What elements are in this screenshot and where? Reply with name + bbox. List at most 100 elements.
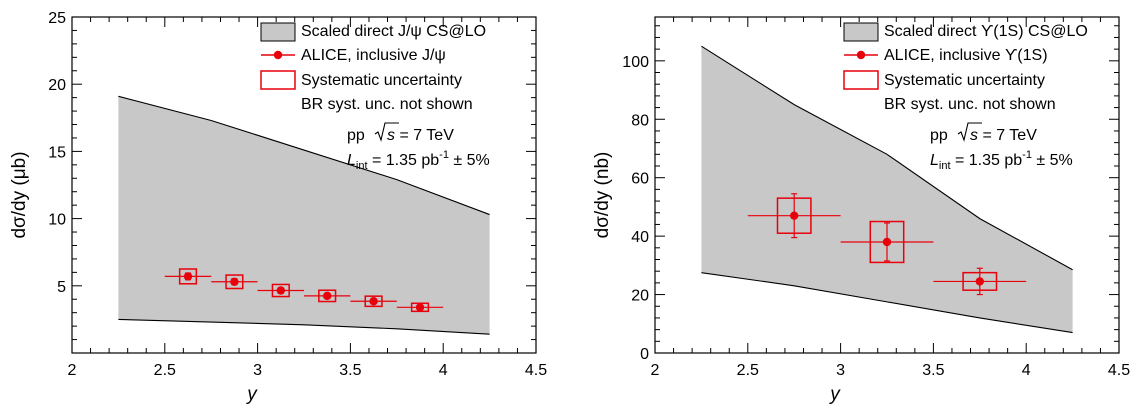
y-tick-label: 40 bbox=[631, 229, 649, 246]
x-axis-label: y bbox=[245, 384, 258, 405]
data-marker bbox=[415, 303, 425, 312]
lumi-exponent: -1 bbox=[1022, 149, 1032, 161]
data-marker bbox=[975, 277, 984, 286]
y-tick-label: 15 bbox=[48, 144, 66, 161]
lumi-suffix: ± 5% bbox=[449, 152, 490, 169]
annotations: pp s = 7 TeV Lint = 1.35 pb-1 ± 5% bbox=[347, 122, 490, 172]
syst-box bbox=[776, 197, 812, 234]
lumi-symbol: L bbox=[347, 152, 356, 169]
y-tick-label: 0 bbox=[640, 346, 649, 363]
data-marker bbox=[230, 277, 239, 286]
y-tick-label: 80 bbox=[631, 112, 649, 129]
syst-box bbox=[225, 274, 244, 290]
theory-band bbox=[118, 96, 490, 335]
x-tick-label: 4.5 bbox=[525, 362, 547, 379]
legend-syst-swatch bbox=[260, 70, 296, 90]
lumi-value: = 1.35 pb bbox=[368, 152, 440, 169]
data-marker bbox=[276, 286, 285, 295]
lumi-exponent: -1 bbox=[439, 149, 449, 161]
energy-s-symbol: s bbox=[970, 127, 978, 144]
legend-note: BR syst. unc. not shown bbox=[301, 96, 473, 113]
band-upper-edge bbox=[118, 95, 490, 216]
syst-box bbox=[178, 268, 198, 285]
x-tick-label: 3.5 bbox=[922, 362, 944, 379]
legend-band-label: Scaled direct ϒ(1S) CS@LO bbox=[884, 23, 1088, 40]
x-tick-label: 2.5 bbox=[154, 362, 176, 379]
energy-prefix: pp bbox=[930, 127, 948, 144]
data-point bbox=[257, 283, 304, 298]
sqrt-sign bbox=[374, 122, 399, 142]
data-point bbox=[933, 267, 1027, 296]
legend-syst-label: Systematic uncertainty bbox=[884, 72, 1045, 89]
x-tick-label: 3 bbox=[836, 362, 845, 379]
luminosity-annotation: Lint = 1.35 pb-1 ± 5% bbox=[930, 149, 1073, 172]
energy-value-rest: = 7 TeV bbox=[978, 127, 1037, 144]
legend-band-swatch bbox=[260, 22, 296, 42]
y-axis-label: dσ/dy (nb) bbox=[592, 152, 613, 239]
legend-band-swatch bbox=[843, 22, 879, 42]
syst-box bbox=[271, 283, 290, 298]
chart-panel-2: 2 2.5 3 3.5 4 4.5 0 20 40 60 80 100 y dσ/dy (nb) Scale… bbox=[592, 16, 1130, 405]
data-point bbox=[211, 274, 258, 290]
band-lower-edge bbox=[118, 318, 490, 335]
y-tick-label: 20 bbox=[48, 77, 66, 94]
y-tick-label: 25 bbox=[48, 10, 66, 27]
x-tick-label: 2 bbox=[651, 362, 660, 379]
energy-s-symbol: s bbox=[387, 127, 395, 144]
theory-band bbox=[701, 46, 1073, 333]
annotations: pp s = 7 TeV Lint = 1.35 pb-1 ± 5% bbox=[930, 122, 1073, 172]
legend-points-label: ALICE, inclusive J/ψ bbox=[301, 47, 446, 64]
x-tick-label: 2 bbox=[68, 362, 77, 379]
data-marker bbox=[369, 297, 378, 306]
legend-points-label: ALICE, inclusive ϒ(1S) bbox=[884, 47, 1048, 64]
y-tick-label: 60 bbox=[631, 171, 649, 188]
lumi-subscript: int bbox=[356, 160, 368, 172]
x-tick-label: 4 bbox=[1022, 362, 1031, 379]
syst-box bbox=[364, 295, 383, 308]
energy-annotation: pp bbox=[347, 127, 365, 144]
legend-syst-label: Systematic uncertainty bbox=[301, 72, 462, 89]
x-tick-label: 3.5 bbox=[339, 362, 361, 379]
y-tick-label: 20 bbox=[631, 288, 649, 305]
data-marker bbox=[882, 237, 892, 247]
x-tick-label: 4.5 bbox=[1108, 362, 1130, 379]
chart-panel-1: 2 2.5 3 3.5 4 4.5 5 10 15 20 25 y dσ/dy (μb) Scaled d… bbox=[9, 10, 547, 405]
legend-points-marker bbox=[273, 50, 283, 60]
legend-band-label: Scaled direct J/ψ CS@LO bbox=[301, 23, 486, 40]
legend-points-marker bbox=[856, 50, 866, 60]
x-axis-label: y bbox=[828, 384, 841, 405]
data-point bbox=[840, 220, 934, 264]
syst-box bbox=[962, 271, 998, 291]
energy-annotation: pp bbox=[930, 127, 948, 144]
lumi-symbol: L bbox=[930, 152, 939, 169]
legend: Scaled direct ϒ(1S) CS@LO ALICE, inclusiv… bbox=[843, 22, 1088, 113]
data-marker bbox=[183, 272, 193, 281]
x-tick-label: 3 bbox=[253, 362, 262, 379]
sqrt-sign bbox=[957, 122, 982, 142]
x-tick-label: 4 bbox=[439, 362, 448, 379]
data-marker bbox=[323, 291, 332, 301]
plot-frame bbox=[654, 16, 1120, 354]
y-tick-label: 5 bbox=[57, 279, 66, 296]
y-axis-label: dσ/dy (μb) bbox=[9, 151, 30, 238]
band-upper-edge bbox=[701, 45, 1073, 271]
legend-syst-swatch bbox=[843, 70, 879, 90]
data-point bbox=[304, 289, 351, 303]
legend: Scaled direct J/ψ CS@LO ALICE, inclusive … bbox=[260, 22, 486, 113]
energy-value-text: s = 7 TeV bbox=[387, 127, 454, 144]
syst-box bbox=[869, 220, 905, 264]
y-tick-label: 10 bbox=[48, 212, 66, 229]
data-point bbox=[396, 302, 444, 313]
lumi-value: = 1.35 pb bbox=[951, 152, 1023, 169]
plot-frame bbox=[71, 16, 537, 354]
data-point bbox=[747, 193, 841, 239]
lumi-subscript: int bbox=[939, 160, 951, 172]
luminosity-annotation: Lint = 1.35 pb-1 ± 5% bbox=[347, 149, 490, 172]
data-marker bbox=[790, 211, 799, 220]
band-lower-edge bbox=[701, 272, 1073, 334]
lumi-suffix: ± 5% bbox=[1032, 152, 1073, 169]
x-tick-label: 2.5 bbox=[737, 362, 759, 379]
energy-value-rest: = 7 TeV bbox=[395, 127, 454, 144]
data-point bbox=[164, 268, 212, 285]
